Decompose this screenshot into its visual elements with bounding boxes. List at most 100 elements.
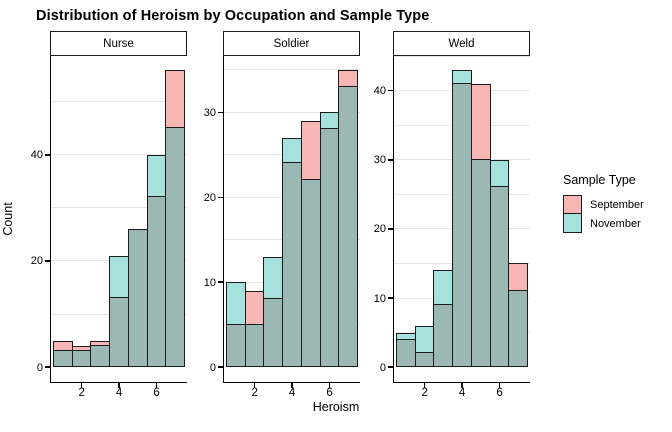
bar-overlap-segment [147, 196, 166, 368]
gridline [394, 55, 530, 57]
y-tick-label: 40 [373, 85, 386, 98]
bar-overlap-segment [72, 350, 91, 368]
x-axis: 2 4 6 [223, 383, 360, 399]
legend-item-september: September [563, 195, 672, 214]
bar-soldier-x5 [301, 120, 321, 368]
bar-nurse-x3 [90, 340, 110, 368]
y-tick-label: 10 [373, 292, 386, 305]
bar-overlap-segment [109, 297, 129, 368]
x-tick-mark [498, 383, 501, 388]
y-tick-mark [45, 260, 50, 262]
bar-overlap-segment [415, 352, 434, 368]
y-tick-mark [388, 297, 393, 299]
bar-overlap-segment [338, 85, 358, 368]
bar-soldier-x4 [282, 137, 302, 368]
bar-overlap-segment [320, 128, 339, 368]
y-tick-label: 30 [373, 154, 386, 167]
bar-overlap-segment [263, 298, 283, 368]
x-axis-title: Heroism [312, 400, 360, 414]
y-axis-title-column: Count [0, 31, 16, 399]
gridline [224, 69, 360, 71]
legend-label: September [590, 198, 644, 211]
y-tick-mark [218, 366, 223, 368]
x-tick-mark [291, 383, 293, 388]
chart-title: Distribution of Heroism by Occupation an… [36, 8, 430, 24]
plot-area: Count 0 20 40 Nurse 2 4 6 0 10 20 30 Soldier 2 4 6 0 10 2… [0, 31, 672, 399]
bar-overlap-segment [245, 323, 264, 368]
facet-weld: Weld 2 4 6 [388, 31, 530, 399]
gridline [51, 101, 187, 103]
y-tick-label: 0 [209, 361, 216, 374]
bar-overlap-segment [301, 179, 321, 368]
bar-overlap-segment [226, 323, 246, 368]
x-tick-label: 4 [458, 387, 466, 399]
bar-overlap-segment [452, 82, 472, 368]
bar-overlap-segment [53, 350, 73, 368]
x-tick-mark [155, 383, 158, 388]
legend-item-november: November [563, 214, 672, 233]
x-tick-mark [253, 383, 256, 388]
y-tick-mark [218, 196, 223, 199]
facet-label: Soldier [273, 37, 310, 50]
bar-weld-x5 [471, 83, 491, 368]
x-tick-mark [461, 383, 463, 388]
legend-items: September November [563, 195, 672, 233]
facet-label: Weld [448, 37, 475, 50]
facet-strip: Nurse [50, 31, 187, 56]
x-tick-mark [328, 383, 331, 388]
bar-soldier-x6 [320, 112, 339, 368]
x-tick-mark [80, 383, 83, 388]
y-axis-weld: 0 10 20 30 40 [360, 31, 393, 399]
bar-overlap-segment [282, 162, 302, 368]
y-axis-soldier: 0 10 20 30 [187, 31, 223, 399]
y-axis-title: Count [1, 202, 15, 236]
x-tick-label: 6 [153, 387, 160, 399]
y-tick-label: 10 [203, 276, 216, 289]
panel-soldier [218, 56, 360, 383]
facet-nurse: Nurse 2 4 6 [45, 31, 187, 399]
legend: Sample Type September November [530, 19, 672, 387]
x-axis: 2 4 6 [393, 383, 530, 399]
bar-soldier-x1 [226, 282, 246, 368]
bar-overlap-segment [490, 186, 509, 368]
x-axis: 2 4 6 [50, 383, 187, 399]
x-tick-label: 4 [115, 387, 123, 399]
bar-overlap-segment [433, 303, 453, 368]
bar-soldier-x7 [338, 69, 358, 368]
facet-label: Nurse [103, 37, 134, 50]
legend-key-september [563, 195, 582, 214]
bar-weld-x2 [415, 325, 434, 368]
bar-overlap-segment [508, 290, 528, 368]
bar-weld-x1 [396, 332, 416, 368]
bar-weld-x4 [452, 69, 472, 368]
x-tick-mark [423, 383, 426, 388]
y-tick-mark [45, 154, 50, 156]
bar-nurse-x2 [72, 345, 91, 368]
x-tick-mark [118, 383, 120, 388]
x-tick-label: 4 [288, 387, 296, 399]
gridline [224, 111, 360, 113]
y-tick-mark [218, 111, 223, 114]
bar-nurse-x6 [147, 154, 166, 368]
y-tick-mark [388, 228, 393, 230]
bar-nurse-x1 [53, 340, 73, 368]
bar-weld-x7 [508, 263, 528, 368]
panel-nurse [45, 56, 187, 383]
y-tick-label: 20 [373, 223, 386, 236]
panel-weld [388, 55, 530, 383]
legend-label: November [590, 217, 641, 230]
bar-nurse-x7 [165, 69, 185, 368]
y-tick-label: 20 [30, 255, 43, 268]
bar-overlap-segment [471, 158, 491, 368]
y-tick-mark [45, 366, 50, 368]
y-axis-nurse: 0 20 40 [16, 31, 50, 399]
facet-soldier: Soldier 2 4 6 [218, 31, 360, 399]
y-tick-label: 40 [30, 149, 43, 162]
x-tick-label: 6 [326, 387, 333, 399]
y-tick-mark [388, 89, 393, 92]
x-tick-label: 6 [496, 387, 503, 399]
bar-nurse-x4 [109, 255, 129, 368]
y-tick-mark [388, 159, 393, 161]
bar-overlap-segment [165, 127, 185, 368]
